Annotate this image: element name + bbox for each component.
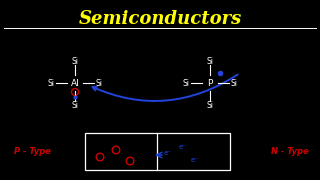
Bar xyxy=(85,133,230,170)
Text: Si: Si xyxy=(206,100,213,109)
Text: e⁻: e⁻ xyxy=(179,144,187,150)
Text: Si: Si xyxy=(95,78,102,87)
Text: Si: Si xyxy=(182,78,189,87)
Text: e⁻: e⁻ xyxy=(191,157,199,163)
Text: Si: Si xyxy=(47,78,54,87)
Text: Si: Si xyxy=(206,57,213,66)
Text: P - Type: P - Type xyxy=(13,147,51,156)
FancyArrowPatch shape xyxy=(92,75,238,101)
Text: Si: Si xyxy=(71,57,78,66)
Text: Si: Si xyxy=(230,78,237,87)
Text: P: P xyxy=(207,78,213,87)
Text: Semiconductors: Semiconductors xyxy=(78,10,242,28)
Text: Al: Al xyxy=(71,78,79,87)
Text: e⁻: e⁻ xyxy=(164,150,172,156)
Text: N - Type: N - Type xyxy=(271,147,309,156)
Text: Si: Si xyxy=(71,100,78,109)
